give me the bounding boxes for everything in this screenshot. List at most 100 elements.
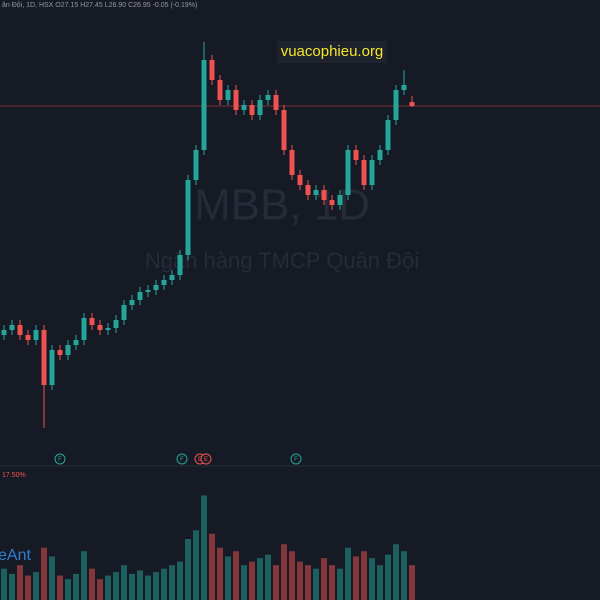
side-text: eAnt [0,547,31,564]
volume-bar [409,565,415,600]
candle-body [313,190,319,195]
volume-bar [313,568,319,600]
candle-body [161,280,167,285]
volume-bar [145,575,151,600]
volume-bar [329,565,335,600]
candle-body [33,330,39,340]
volume-bar [65,579,71,600]
candle-body [241,105,247,110]
volume-bar [225,556,231,600]
volume-bar [57,575,63,600]
volume-bar [33,572,39,600]
volume-bar [137,570,143,600]
candle-body [305,185,311,195]
volume-bar [129,573,135,600]
watermark-subtitle: Ngân hàng TMCP Quân Đội [145,248,419,273]
volume-bar [81,551,87,600]
candle-body [377,150,383,160]
candle-body [57,350,63,355]
candle-body [17,325,23,335]
candle-body [289,150,295,175]
volume-bar [97,579,103,600]
volume-bar [161,568,167,600]
event-label: F [180,457,184,463]
candle-body [361,160,367,185]
candle-body [353,150,359,160]
candle-body [281,110,287,150]
candle-body [337,195,343,205]
volume-bar [217,547,223,600]
candle-body [25,335,31,340]
candle-body [321,190,327,200]
volume-bar [281,544,287,600]
volume-bar [193,530,199,600]
candle-body [329,200,335,205]
candle-body [217,80,223,100]
volume-bar [273,565,279,600]
candle-body [113,320,119,328]
candle-body [41,330,47,385]
candle-body [129,300,135,305]
candle-body [177,255,183,275]
volume-bar [377,565,383,600]
volume-bar [257,558,263,600]
volume-bar [1,568,7,600]
volume-bar [265,554,271,600]
candle-body [153,285,159,290]
volume-bar [321,558,327,600]
volume-bar [25,575,31,600]
volume-label: 17.50% [2,472,26,479]
candle-body [73,340,79,345]
event-label: E [204,457,208,463]
event-label: F [58,457,62,463]
candle-body [401,85,407,90]
volume-bar [113,572,119,600]
candle-body [257,100,263,115]
candle-body [145,290,151,292]
candle-body [225,90,231,100]
event-label: F [294,457,298,463]
ohlc-header: ân Đội, 1D, HSX O27.15 H27.45 L26.90 C26… [2,2,197,9]
volume-bar [41,547,47,600]
volume-bar [385,554,391,600]
volume-bar [369,558,375,600]
volume-bar [249,561,255,600]
candle-body [105,328,111,330]
volume-bar [177,561,183,600]
volume-bar [89,568,95,600]
plot [0,42,600,600]
event-label: E [198,457,202,463]
candle-body [385,120,391,150]
candle-body [345,150,351,195]
volume-bar [153,572,159,600]
candle-body [297,175,303,185]
candle-body [89,318,95,325]
event-marker [54,453,66,465]
candle-body [201,60,207,150]
volume-bar [233,551,239,600]
volume-bar [297,561,303,600]
volume-bar [393,544,399,600]
candle-body [209,60,215,80]
candle-body [97,325,103,330]
event-marker [290,453,302,465]
volume-bar [289,551,295,600]
candle-body [233,90,239,110]
candle-body [169,275,175,280]
candle-body [393,90,399,120]
volume-bar [201,495,207,600]
volume-bar [169,565,175,600]
event-marker [176,453,188,465]
candle-body [9,325,15,330]
candle-body [1,330,7,335]
candle-body [369,160,375,185]
volume-bar [9,573,15,600]
site-label: vuacophieu.org [281,43,384,60]
volume-bar [305,565,311,600]
watermark-title: MBB, 1D [194,181,370,230]
volume-bar [105,575,111,600]
candle-body [273,95,279,110]
